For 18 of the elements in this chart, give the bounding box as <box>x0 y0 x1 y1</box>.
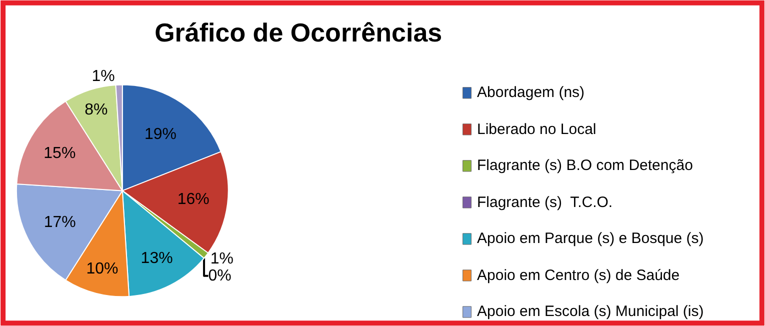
legend-label: Abordagem (ns) <box>477 84 585 101</box>
data-label: 13% <box>140 250 173 267</box>
data-label: 1% <box>210 250 234 268</box>
data-label: 16% <box>177 191 210 208</box>
data-label: 19% <box>144 126 177 144</box>
data-label: 17% <box>44 214 76 232</box>
text: 0% <box>208 267 232 284</box>
data-label: 15% <box>44 145 76 162</box>
data-label: 10% <box>86 260 118 278</box>
legend-label: Apoio em Centro (s) de Saúde <box>477 267 680 284</box>
legend-label: Liberado no Local <box>477 121 596 138</box>
data-label: 1% <box>92 68 115 85</box>
data-label: 8% <box>84 102 108 119</box>
legend-label: Apoio em Parque (s) e Bosque (s) <box>477 230 704 247</box>
legend-label: Apoio em Escola (s) Municipal (is) <box>477 303 704 320</box>
chart-title: Gráfico de Ocorrências <box>154 18 442 48</box>
legend-label: Flagrante (s) T.C.O. <box>477 194 613 211</box>
legend-label: Flagrante (s) B.O com Detenção <box>477 157 693 174</box>
